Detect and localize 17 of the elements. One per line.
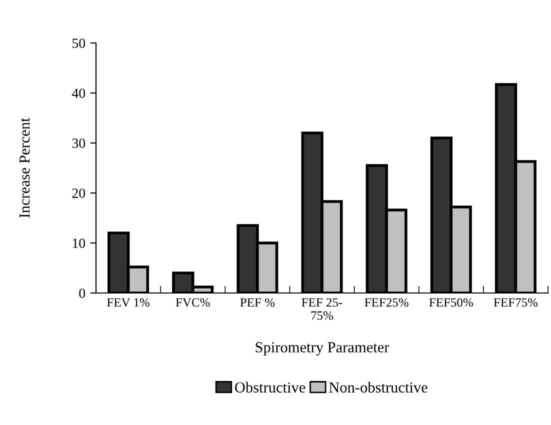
y-tick-label: 30 (72, 138, 86, 148)
legend-label: Non-obstructive (329, 382, 428, 393)
y-axis-title: Increase Percent (20, 118, 30, 218)
x-tick-label: FEF 25- 75% (302, 298, 342, 320)
y-tick-label: 0 (79, 288, 86, 298)
x-axis-title: Spirometry Parameter (256, 342, 390, 356)
x-tick-label: FEF25% (364, 298, 408, 307)
y-tick-label: 40 (72, 88, 86, 98)
x-tick-label: FEF75% (494, 298, 538, 307)
y-tick-label: 20 (72, 188, 86, 198)
x-tick-label: FVC% (176, 298, 210, 307)
x-tick-label: PEF % (240, 298, 275, 307)
y-tick-label: 10 (72, 238, 86, 248)
y-tick-label: 50 (72, 38, 86, 48)
x-tick-label: FEF50% (429, 298, 473, 307)
x-tick-label: FEV 1% (107, 298, 150, 307)
legend-label: Obstructive (235, 382, 306, 393)
